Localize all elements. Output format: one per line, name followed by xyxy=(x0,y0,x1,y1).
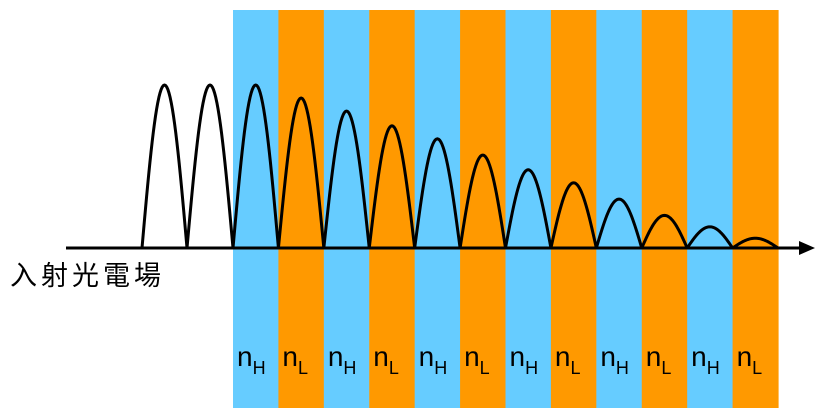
layer-label: nL xyxy=(373,341,399,378)
layer-high-index xyxy=(687,10,734,408)
decaying-field-arch xyxy=(413,137,462,249)
layer-label: nL xyxy=(464,341,490,378)
layer-low-index xyxy=(641,10,688,408)
decaying-field-arch xyxy=(367,124,417,249)
layer-label: nL xyxy=(646,341,672,378)
layer-label-subscript: L xyxy=(389,358,399,378)
layer-label-base: n xyxy=(555,341,571,372)
layer-label-base: n xyxy=(237,341,253,372)
decaying-field-arch xyxy=(685,225,734,249)
layer-label-base: n xyxy=(464,341,480,372)
layer-label: nH xyxy=(328,341,357,378)
layer-label: nL xyxy=(555,341,581,378)
layer-label-subscript: H xyxy=(616,358,629,378)
layer-label-base: n xyxy=(282,341,298,372)
incident-field-arch xyxy=(185,83,235,249)
decaying-field-arch xyxy=(276,96,326,249)
layer-label-subscript: H xyxy=(525,358,538,378)
decaying-field-arch xyxy=(731,236,779,250)
layer-labels: nH nL nH nL nH nL nH nL nH nL nH nL xyxy=(237,341,762,378)
incident-field-label: 入射光電場 xyxy=(10,261,165,292)
layer-label: nH xyxy=(419,341,448,378)
layer-label-subscript: H xyxy=(343,358,356,378)
layer-high-index xyxy=(596,10,643,408)
layer-label-subscript: L xyxy=(298,358,308,378)
layer-label-subscript: L xyxy=(752,358,762,378)
layer-label: nH xyxy=(600,341,629,378)
layer-label-subscript: H xyxy=(434,358,447,378)
decaying-field-arch xyxy=(504,168,553,249)
layer-label-base: n xyxy=(510,341,526,372)
layer-label: nH xyxy=(237,341,266,378)
decaying-field-arch xyxy=(549,181,598,249)
decaying-field-arch xyxy=(458,153,507,249)
field-arches xyxy=(140,83,779,250)
layer-label-base: n xyxy=(691,341,707,372)
layer-label: nL xyxy=(737,341,763,378)
layer-label-base: n xyxy=(373,341,389,372)
axis-arrowhead xyxy=(799,241,815,255)
layer-low-index xyxy=(550,10,597,408)
layer-label-subscript: L xyxy=(661,358,671,378)
layer-label-subscript: H xyxy=(253,358,266,378)
layer-high-index xyxy=(233,10,280,408)
decaying-field-arch xyxy=(322,109,371,249)
layer-label-base: n xyxy=(328,341,344,372)
layer-label: nH xyxy=(510,341,539,378)
layer-high-index xyxy=(414,10,461,408)
layer-high-index xyxy=(323,10,370,408)
layer-low-index xyxy=(732,10,779,408)
layer-label-base: n xyxy=(737,341,753,372)
decaying-field-arch xyxy=(231,83,280,249)
layer-label-base: n xyxy=(646,341,662,372)
layer-low-index xyxy=(278,10,325,408)
incident-field-arch xyxy=(140,83,189,249)
layer-label-subscript: L xyxy=(480,358,490,378)
decaying-field-arch xyxy=(640,213,689,249)
decaying-field-arch xyxy=(594,197,644,249)
layer-label: nH xyxy=(691,341,720,378)
layer-label-subscript: L xyxy=(570,358,580,378)
layer-label: nL xyxy=(282,341,308,378)
layer-label-base: n xyxy=(600,341,616,372)
layer-label-subscript: H xyxy=(707,358,720,378)
layer-low-index xyxy=(369,10,416,408)
layer-label-base: n xyxy=(419,341,435,372)
